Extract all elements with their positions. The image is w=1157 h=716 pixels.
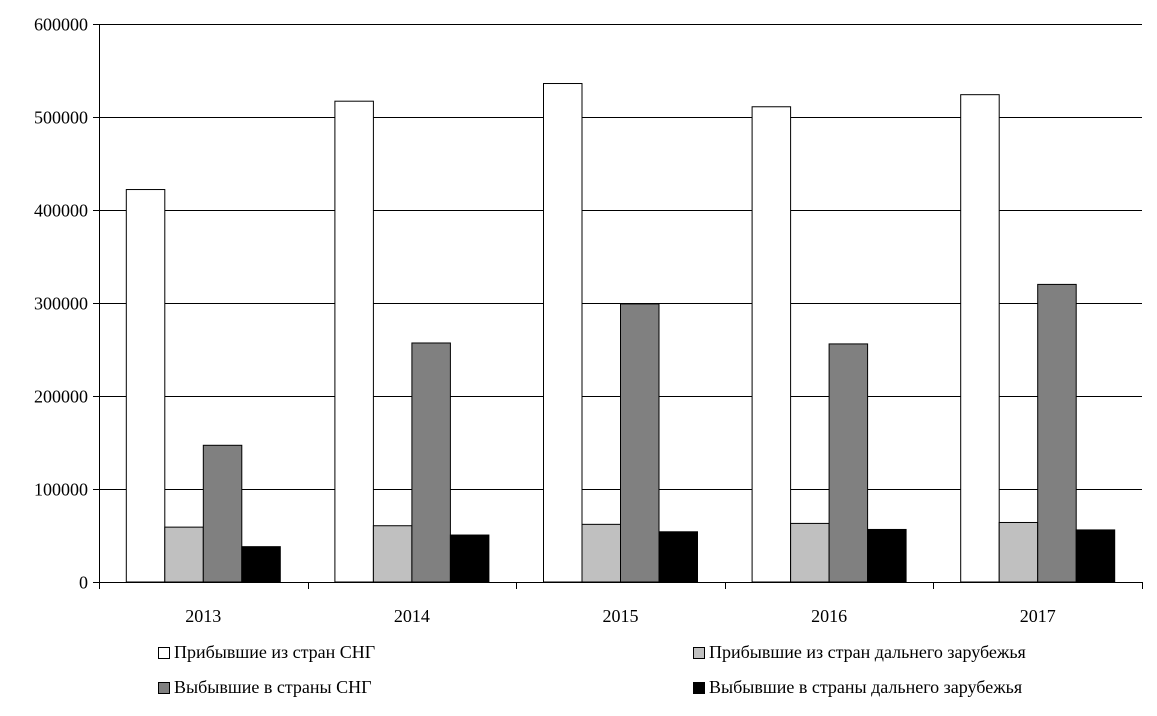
legend-swatch (158, 681, 170, 694)
bar (543, 83, 583, 583)
bar (998, 521, 1039, 583)
bar (867, 528, 907, 583)
x-tick-label: 2013 (185, 606, 221, 626)
bar (620, 303, 660, 583)
x-tick-labels: 2013 2014 2015 2016 2017 (185, 606, 1055, 626)
legend-label: Выбывшие в страны СНГ (174, 677, 372, 697)
bar (828, 343, 869, 583)
bar (751, 106, 792, 583)
y-tick-label: 300000 (34, 294, 88, 314)
bar (449, 534, 490, 583)
legend-swatch (158, 646, 170, 659)
y-tick-label: 200000 (34, 387, 88, 407)
bar (411, 342, 451, 583)
bar (202, 444, 243, 583)
bar (164, 526, 204, 583)
legend-item-departed-far-abroad: Выбывшие в страны дальнего зарубежья (693, 677, 1022, 698)
bar (581, 523, 621, 583)
bar (790, 522, 830, 583)
legend-swatch (693, 681, 705, 694)
y-tick-label: 400000 (34, 201, 88, 221)
bar (1037, 283, 1077, 583)
y-tick-label: 600000 (34, 15, 88, 35)
bar (125, 189, 166, 583)
bar (960, 94, 1000, 583)
x-tick-label: 2017 (1020, 606, 1056, 626)
bar (658, 531, 698, 583)
legend-label: Прибывшие из стран СНГ (174, 642, 376, 662)
legend-swatch (693, 646, 705, 659)
bar (241, 546, 281, 583)
bar (1075, 529, 1116, 583)
legend: Прибывшие из стран СНГ Прибывшие из стра… (0, 640, 1157, 716)
legend-label: Выбывшие в страны дальнего зарубежья (709, 677, 1023, 697)
bar (372, 525, 413, 583)
legend-item-arrived-cis: Прибывшие из стран СНГ (158, 642, 375, 663)
y-tick-label: 100000 (34, 480, 88, 500)
x-tick-label: 2014 (394, 606, 430, 626)
y-tick-labels: 0 100000 200000 300000 400000 500000 600000 (34, 15, 88, 593)
y-tick-label: 500000 (34, 108, 88, 128)
bar-chart: 0 100000 200000 300000 400000 500000 600000 20… (34, 15, 1143, 626)
legend-item-arrived-far-abroad: Прибывшие из стран дальнего зарубежья (693, 642, 1026, 663)
legend-label: Прибывшие из стран дальнего зарубежья (709, 642, 1026, 662)
x-tick-label: 2016 (811, 606, 847, 626)
bar (334, 100, 374, 583)
bars (125, 83, 1116, 583)
x-tick-label: 2015 (603, 606, 639, 626)
legend-item-departed-cis: Выбывшие в страны СНГ (158, 677, 372, 698)
y-tick-label: 0 (79, 573, 88, 593)
axes (93, 24, 1143, 589)
